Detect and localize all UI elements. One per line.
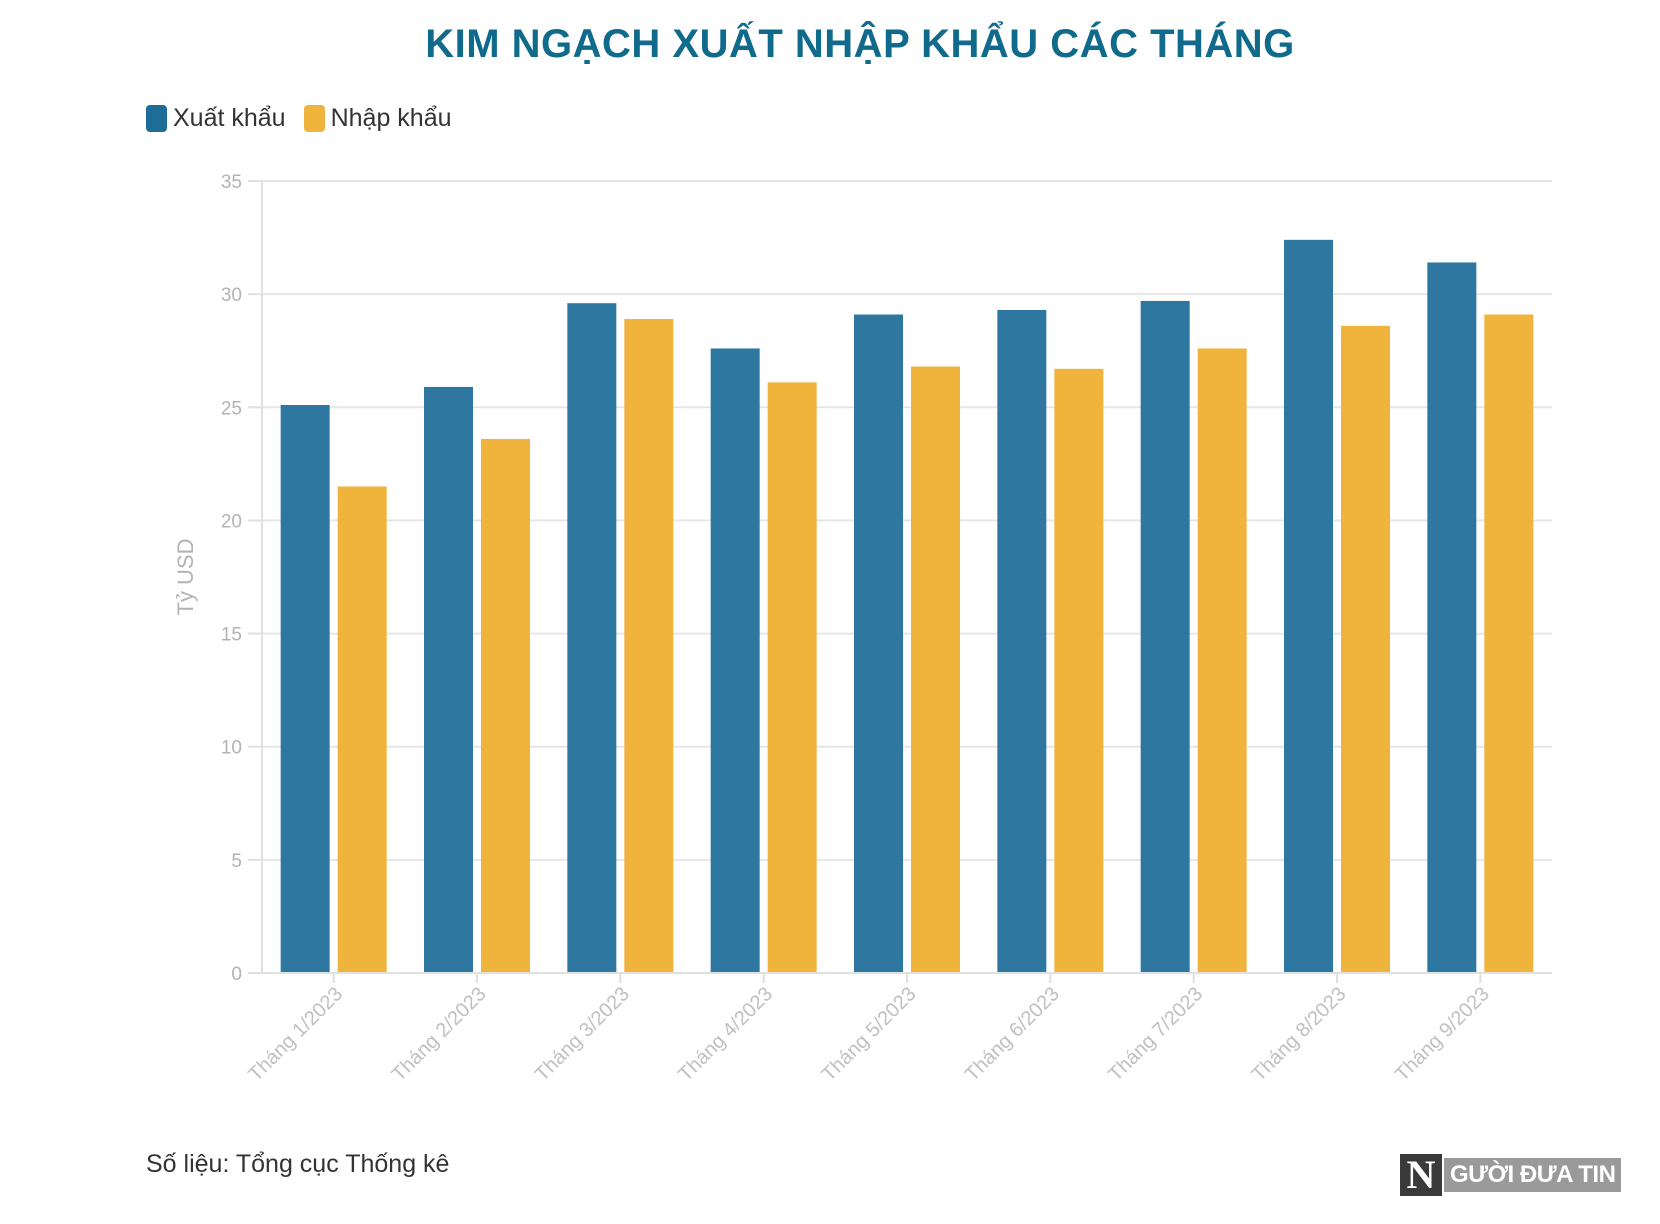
x-tick-label: Tháng 3/2023 (531, 983, 634, 1086)
legend-item-export[interactable]: Xuất khẩu (146, 104, 286, 133)
bar-export[interactable] (1284, 239, 1333, 973)
bar-import[interactable] (1341, 325, 1390, 973)
bar-import[interactable] (1197, 348, 1247, 973)
bar-export[interactable] (1140, 300, 1190, 974)
bar-import[interactable] (1484, 314, 1534, 974)
logo-text: GƯỜI ĐƯA TIN (1444, 1158, 1622, 1192)
bar-import[interactable] (1054, 368, 1104, 973)
x-axis-labels: Tháng 1/2023 Tháng 2/2023 Tháng 3/2023 Thán… (244, 973, 1494, 1086)
bar-export[interactable] (710, 348, 760, 973)
bar-export[interactable] (997, 309, 1047, 973)
y-tick-label: 5 (231, 851, 242, 872)
x-tick-label: Tháng 2/2023 (388, 983, 491, 1086)
y-tick-label: 35 (221, 172, 242, 193)
publisher-logo: N GƯỜI ĐƯA TIN (1400, 1154, 1622, 1196)
bar-export[interactable] (424, 386, 473, 973)
y-tick-label: 0 (231, 964, 242, 985)
chart-legend: Xuất khẩu Nhập khẩu (146, 104, 470, 133)
bar-export[interactable] (567, 303, 617, 973)
bar-export[interactable] (1427, 262, 1477, 973)
legend-swatch-import (303, 105, 325, 132)
bar-import[interactable] (767, 382, 817, 973)
x-tick-label: Tháng 9/2023 (1391, 983, 1494, 1086)
y-tick-label: 30 (221, 285, 242, 306)
bar-import[interactable] (911, 366, 960, 973)
legend-item-import[interactable]: Nhập khẩu (303, 104, 452, 133)
bar-export[interactable] (280, 405, 330, 974)
y-tick-label: 20 (221, 511, 242, 532)
bar-import[interactable] (337, 486, 387, 973)
bar-import[interactable] (481, 438, 530, 974)
x-tick-label: Tháng 4/2023 (674, 983, 777, 1086)
legend-label-import: Nhập khẩu (330, 104, 452, 132)
x-tick-label: Tháng 5/2023 (818, 983, 921, 1086)
source-note: Số liệu: Tổng cục Thống kê (146, 1150, 450, 1178)
y-axis-label: Tỷ USD (173, 539, 198, 616)
bars (280, 239, 1534, 974)
x-tick-label: Tháng 6/2023 (961, 983, 1064, 1086)
x-tick-label: Tháng 1/2023 (244, 983, 347, 1086)
logo-letter: N (1400, 1154, 1442, 1196)
x-tick-label: Tháng 8/2023 (1248, 983, 1351, 1086)
legend-label-export: Xuất khẩu (173, 104, 286, 132)
chart-title: KIM NGẠCH XUẤT NHẬP KHẨU CÁC THÁNG (425, 22, 1295, 66)
y-axis-ticks: 0 5 10 15 20 25 30 35 (221, 172, 262, 985)
y-tick-label: 25 (221, 398, 242, 419)
x-tick-label: Tháng 7/2023 (1104, 983, 1207, 1086)
bar-export[interactable] (854, 314, 903, 974)
legend-swatch-export (146, 105, 167, 132)
bar-import[interactable] (624, 319, 674, 973)
y-tick-label: 15 (221, 625, 242, 646)
y-tick-label: 10 (221, 738, 242, 759)
